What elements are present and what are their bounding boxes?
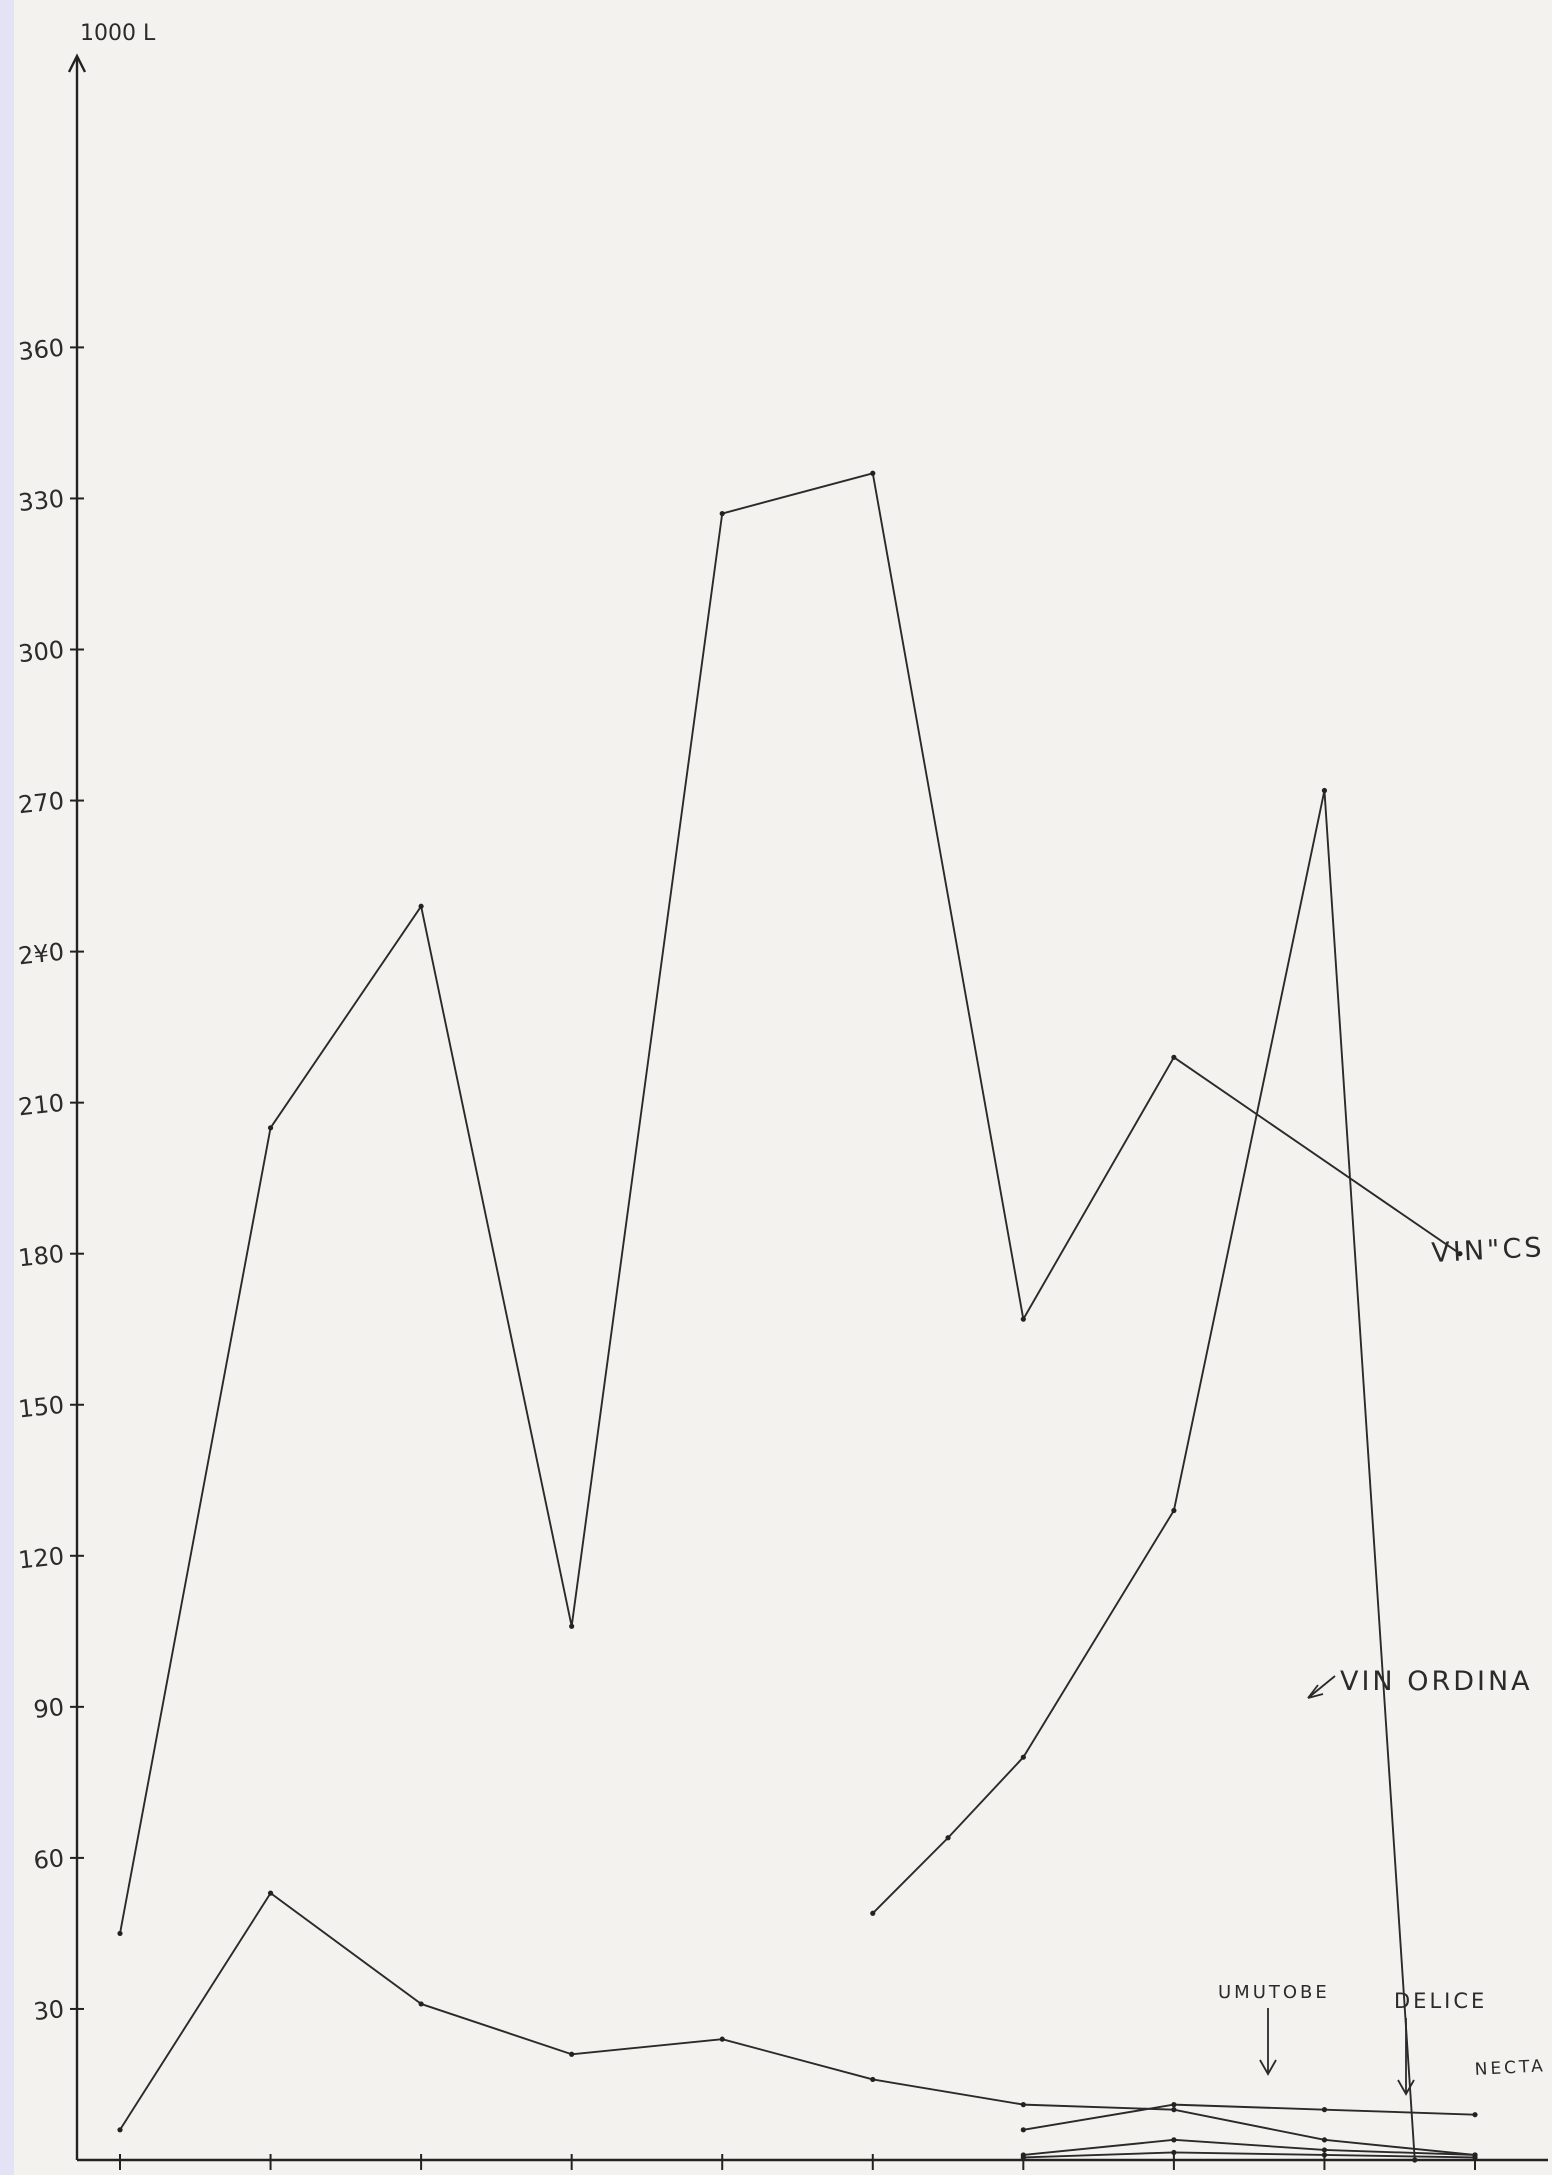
data-point — [870, 470, 876, 476]
series-line — [1023, 2138, 1476, 2156]
series-label-delice: DELICE — [1394, 1989, 1487, 2013]
y-tick-label: 330 — [17, 485, 65, 518]
y-tick-label: 2¥0 — [17, 938, 65, 971]
series-line — [1023, 2151, 1476, 2159]
data-point — [719, 2036, 725, 2042]
data-point — [1171, 1054, 1177, 1060]
y-axis-arrow-icon — [67, 53, 87, 73]
data-point — [1171, 2137, 1177, 2143]
data-point — [1020, 1754, 1026, 1760]
data-point — [1321, 787, 1328, 794]
y-tick-label: 210 — [17, 1089, 65, 1122]
y-tick-label: 180 — [17, 1240, 65, 1273]
data-point — [1321, 2137, 1328, 2143]
x-ticks: 1977197819791980198119821983198419851986 — [119, 2154, 1476, 2170]
y-tick-label: 300 — [17, 636, 65, 669]
series-label-umutobe: UMUTOBE — [1218, 1982, 1330, 2003]
data-point — [569, 2051, 575, 2057]
data-point — [1020, 2102, 1026, 2108]
data-point — [1321, 2147, 1328, 2153]
y-tick-label: 150 — [17, 1391, 65, 1424]
data-point — [870, 2076, 876, 2083]
y-tick-label: 90 — [32, 1693, 65, 1724]
series-annotations: VIN"CS VIN ORDINA NECTA UMUTOBE DELICE — [1218, 1232, 1546, 2096]
data-point — [1171, 1507, 1177, 1514]
data-point — [1457, 1251, 1463, 1257]
series-line — [119, 1892, 1476, 2156]
vin-ordina-pointer-arrow — [1307, 1675, 1336, 1699]
series-label-vin-ordina: VIN ORDINA — [1340, 1666, 1533, 1697]
data-point — [1020, 2154, 1026, 2161]
data-point — [117, 1930, 123, 1937]
series-line — [872, 789, 1416, 2161]
y-tick-label: 30 — [32, 1995, 65, 2026]
y-tick-label: 60 — [32, 1844, 65, 1875]
data-point — [1472, 2154, 1478, 2161]
series-lines — [117, 470, 1478, 2163]
vin-ordina-arrowhead-icon — [1307, 1684, 1324, 1699]
series-label-necta: NECTA — [1474, 2056, 1546, 2080]
data-point — [1020, 1316, 1026, 1322]
data-point — [1412, 2157, 1418, 2163]
data-point — [719, 510, 725, 517]
data-point — [1321, 2107, 1328, 2113]
data-point — [1171, 2149, 1177, 2156]
data-point — [1171, 2107, 1177, 2113]
chart-axes: 1000 L — [67, 21, 1548, 2162]
umutobe-arrowhead-icon — [1259, 2059, 1277, 2076]
data-point — [267, 1125, 274, 1131]
data-point — [945, 1835, 951, 1841]
series-label-vin-cs: VIN"CS — [1431, 1232, 1546, 1269]
page-edge — [0, 0, 14, 2175]
delice-arrowhead-icon — [1397, 2079, 1415, 2096]
data-point — [870, 1910, 876, 1916]
data-point — [1472, 2112, 1478, 2118]
series-line — [119, 472, 1461, 1934]
series-line — [1023, 2103, 1476, 2131]
data-point — [569, 1623, 575, 1629]
data-point — [267, 1890, 274, 1896]
y-ticks: 30 60 90 120 150 180 210 2¥0 270 300 330 360 — [17, 333, 84, 2026]
y-axis-unit-label: 1000 L — [80, 21, 156, 46]
data-point — [117, 2127, 123, 2133]
data-point — [1321, 2152, 1328, 2158]
y-tick-label: 270 — [17, 787, 65, 820]
data-point — [418, 2001, 424, 2007]
y-tick-label: 360 — [17, 333, 65, 366]
data-point — [418, 903, 424, 909]
data-point — [1020, 2127, 1026, 2133]
y-tick-label: 120 — [17, 1542, 65, 1575]
data-point — [1171, 2102, 1177, 2108]
